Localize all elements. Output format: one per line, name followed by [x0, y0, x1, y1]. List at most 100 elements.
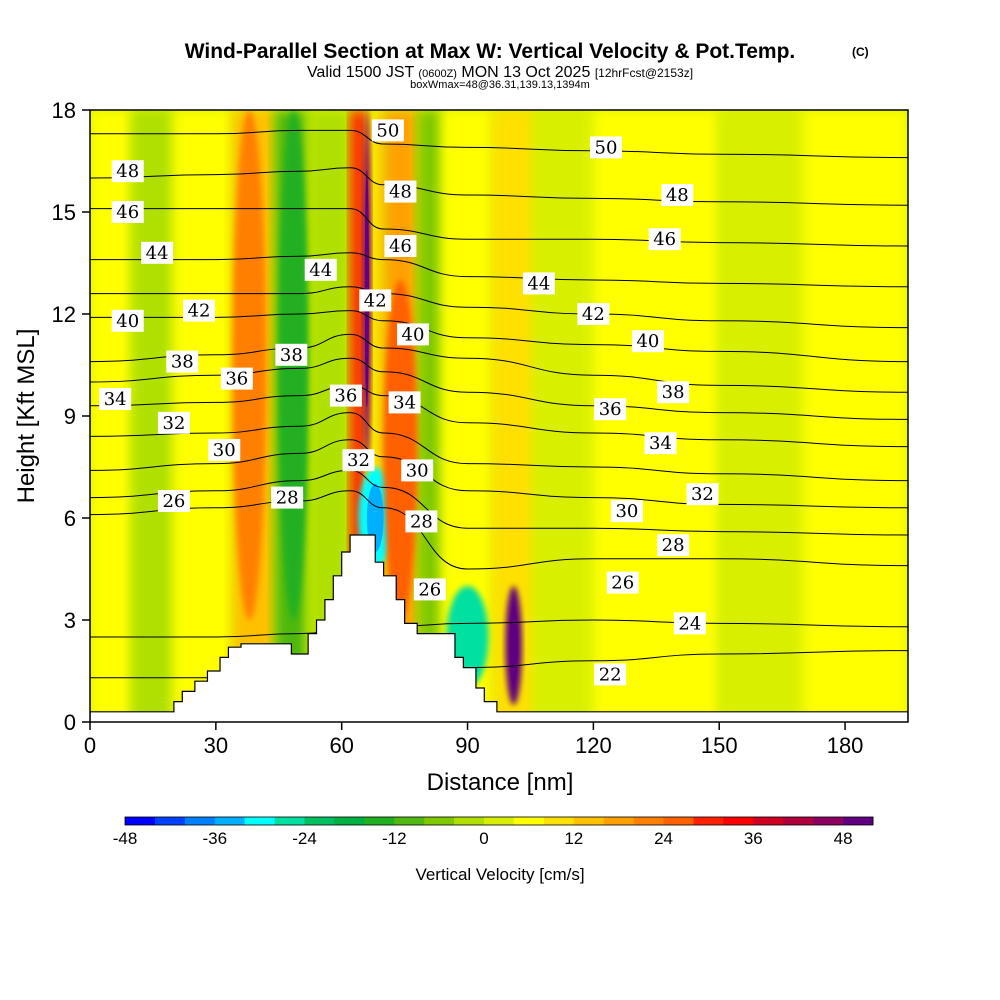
- isentrope-label-bg: [388, 391, 421, 414]
- colorbar-swatch: [454, 817, 485, 825]
- isentrope-labels: 48 46 44 42 40 38 38 36 34 32 30 28 26 50 48 46 44 42 40 36…: [99, 119, 719, 686]
- isentrope-label-bg: [631, 330, 664, 353]
- isentrope-label: 36: [220, 367, 253, 390]
- isentrope-label: 48: [111, 160, 144, 183]
- isentrope-label: 36: [594, 398, 627, 421]
- isentrope-label-bg: [661, 184, 694, 206]
- isentrope-label-bg: [686, 483, 719, 506]
- colorbar-swatch: [513, 817, 545, 825]
- isentrope-label-bg: [271, 486, 304, 509]
- isentrope-label: 40: [111, 309, 144, 332]
- isentrope-label: 44: [304, 258, 337, 281]
- y-tick-label: 6: [64, 506, 76, 531]
- isentrope-label-bg: [111, 160, 144, 183]
- isentrope-label-text: 46: [653, 229, 676, 250]
- isentrope-label-text: 40: [402, 324, 425, 345]
- colorbar-swatch: [484, 817, 515, 825]
- x-tick-label: 180: [827, 733, 864, 758]
- isentrope-46: [90, 208, 908, 247]
- isentrope-label-bg: [594, 398, 627, 421]
- isentrope-label: 46: [384, 235, 417, 257]
- isentrope-label: 32: [342, 449, 375, 472]
- isentrope-label: 42: [183, 299, 216, 322]
- colorbar-tick-label: 12: [564, 829, 583, 848]
- x-tick-label: 120: [575, 733, 612, 758]
- isentrope-44: [90, 252, 908, 288]
- colorbar-tick-label: -48: [113, 829, 138, 848]
- colorbar-swatch: [723, 817, 754, 825]
- isentrope-label: 28: [271, 486, 304, 509]
- isentrope-label: 46: [111, 201, 144, 223]
- isentrope-label-text: 48: [116, 161, 139, 182]
- isentrope-label-bg: [157, 411, 190, 434]
- isentrope-label-bg: [648, 228, 681, 251]
- isentrope-label: 38: [275, 343, 308, 366]
- isentrope-42: [90, 286, 908, 329]
- isentrope-label-text: 34: [104, 389, 127, 410]
- velocity-field: [90, 110, 908, 722]
- isentrope-label-text: 28: [276, 488, 299, 509]
- isentrope-label-bg: [594, 663, 627, 686]
- isentrope-label-bg: [166, 350, 199, 373]
- isentrope-label-bg: [673, 612, 706, 635]
- isentrope-label-bg: [413, 578, 446, 601]
- colorbar-swatch: [244, 817, 276, 825]
- isentrope-label-text: 38: [280, 345, 303, 366]
- isentrope-label-text: 48: [389, 182, 412, 203]
- isentrope-label: 38: [166, 350, 199, 373]
- isentrope-label-text: 34: [393, 392, 416, 413]
- isentrope-label-bg: [610, 500, 643, 523]
- isentrope-label-bg: [397, 323, 430, 346]
- isentrope-32: [90, 412, 908, 482]
- isentrope-label: 34: [644, 432, 677, 455]
- isentrope-label: 50: [371, 119, 404, 142]
- colorbar-swatch: [603, 817, 635, 825]
- colorbar-tick-label: -24: [292, 829, 317, 848]
- isentrope-label: 40: [397, 323, 430, 346]
- colorbar-swatch: [184, 817, 216, 825]
- isentrope-label-text: 36: [334, 386, 357, 407]
- x-tick-label: 150: [701, 733, 738, 758]
- isentrope-label-text: 38: [171, 352, 194, 373]
- isentrope-label: 34: [99, 388, 132, 410]
- isentrope-label: 24: [673, 612, 706, 635]
- colorbar-swatch: [214, 817, 246, 825]
- isentrope-label: 40: [631, 330, 664, 353]
- isentrope-label-text: 22: [599, 664, 622, 685]
- isentrope-50: [90, 129, 908, 159]
- isentrope-28: [90, 469, 908, 536]
- isentrope-label-bg: [183, 299, 216, 322]
- y-tick-label: 0: [64, 710, 76, 735]
- isentrope-label-bg: [157, 490, 190, 512]
- isentrope-label-text: 48: [666, 185, 689, 206]
- isentrope-label-bg: [657, 534, 690, 557]
- isentrope-label-text: 32: [347, 450, 370, 471]
- isentrope-label-text: 42: [364, 290, 387, 311]
- western-updraft: [232, 110, 267, 620]
- y-axis: 0 3 6 9 12 15 18: [52, 98, 90, 735]
- y-tick-label: 15: [52, 200, 76, 225]
- isentrope-label-bg: [359, 289, 392, 312]
- isentrope-label-bg: [384, 235, 417, 257]
- subtitle-utc: (0600Z): [418, 68, 457, 80]
- isentrope-48: [90, 167, 908, 206]
- colorbar-swatch: [304, 817, 335, 825]
- isentrope-label-bg: [141, 241, 174, 264]
- isentrope-label-text: 32: [162, 413, 185, 434]
- isentrope-label: 46: [648, 228, 681, 251]
- colorbar-swatch: [154, 817, 186, 825]
- field-band: [719, 110, 804, 722]
- isentrope-label: 26: [413, 578, 446, 601]
- isentrope-label-text: 36: [225, 369, 248, 390]
- isentrope-label-bg: [577, 303, 610, 325]
- isentrope-label-bg: [220, 367, 253, 390]
- colorbar-swatch: [783, 817, 814, 825]
- isentrope-label: 22: [594, 663, 627, 686]
- isentrope-label-bg: [208, 439, 241, 461]
- isentrope-38: [90, 333, 908, 393]
- isentrope-label: 48: [661, 184, 694, 206]
- isentrope-label: 42: [359, 289, 392, 312]
- isentrope-label: 32: [686, 483, 719, 506]
- isentrope-label-text: 44: [527, 273, 550, 294]
- lee-updraft: [383, 280, 418, 620]
